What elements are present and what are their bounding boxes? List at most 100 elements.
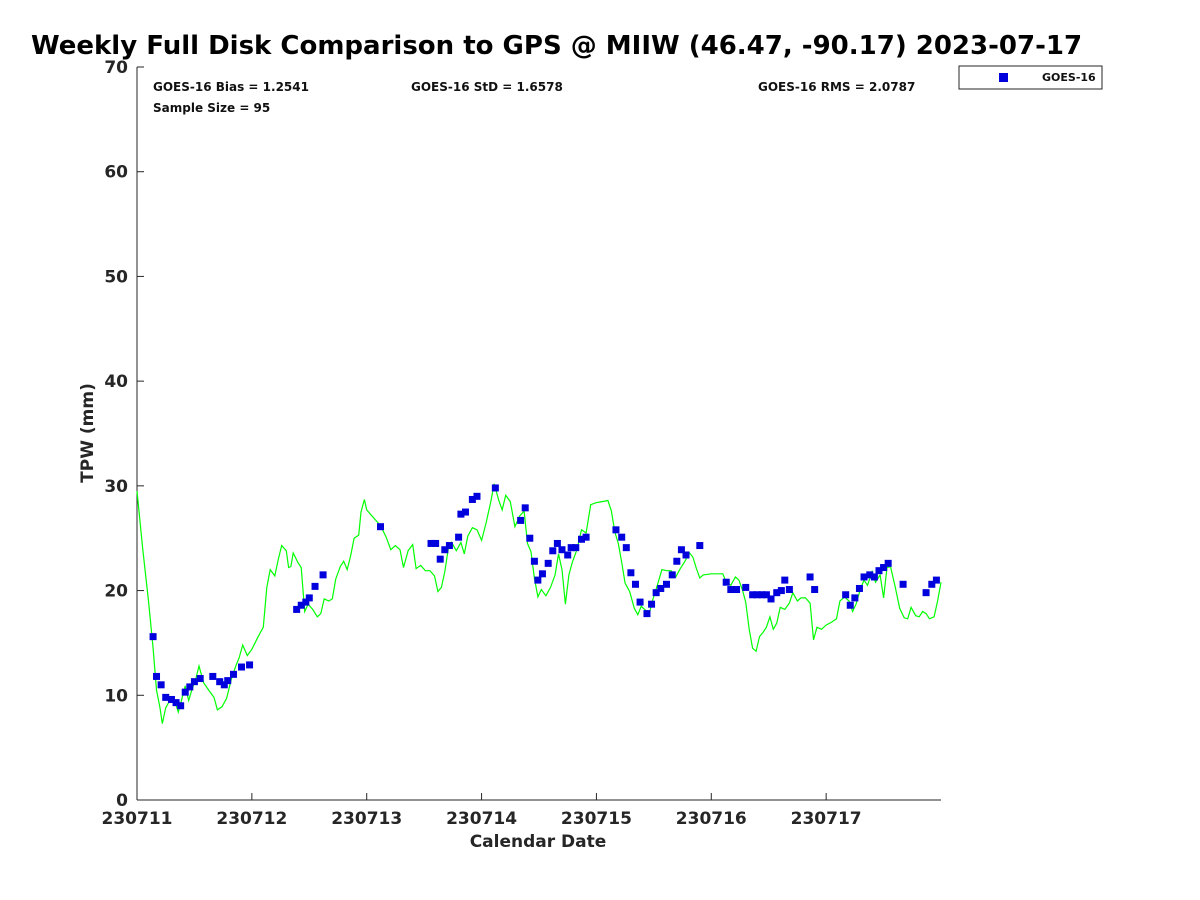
goes16-point <box>880 564 888 572</box>
goes16-point <box>855 584 863 592</box>
goes16-point <box>445 542 453 550</box>
goes16-point <box>582 533 590 541</box>
goes16-point <box>657 584 665 592</box>
legend-marker-goes16 <box>999 73 1008 82</box>
goes16-point <box>553 539 561 547</box>
goes16-point <box>149 633 157 641</box>
y-tick-label: 20 <box>104 582 128 602</box>
y-tick-label: 60 <box>104 163 128 183</box>
goes16-point <box>167 695 175 703</box>
goes16-point <box>302 598 310 606</box>
goes16-point <box>238 663 246 671</box>
goes16-point <box>186 683 194 691</box>
goes16-point <box>652 589 660 597</box>
x-tick-label: 230713 <box>331 809 402 829</box>
goes16-point <box>842 591 850 599</box>
goes16-point <box>457 510 465 518</box>
y-tick-label: 10 <box>104 686 128 706</box>
goes16-point <box>538 570 546 578</box>
goes16-point <box>662 580 670 588</box>
goes16-point <box>577 535 585 543</box>
goes16-point <box>216 678 224 686</box>
goes16-point <box>567 544 575 552</box>
goes16-point <box>558 546 566 554</box>
goes16-point <box>846 601 854 609</box>
goes16-point <box>157 681 165 689</box>
y-axis-ticks: 0 10 20 30 40 50 60 70 <box>104 58 144 811</box>
goes16-point <box>777 587 785 595</box>
goes16-point <box>884 559 892 567</box>
goes16-point <box>860 573 868 581</box>
legend-box <box>958 65 1103 90</box>
chart-title: Weekly Full Disk Comparison to GPS @ MII… <box>31 31 1082 61</box>
goes16-point <box>220 681 228 689</box>
goes16-point <box>229 670 237 678</box>
goes16-point <box>162 693 170 701</box>
goes16-point <box>811 586 819 594</box>
goes16-point <box>696 542 704 550</box>
goes16-point <box>153 672 161 680</box>
goes16-point <box>530 557 538 565</box>
goes16-point <box>627 569 635 577</box>
goes16-point <box>526 534 534 542</box>
goes16-point <box>305 594 313 602</box>
goes16-point <box>866 571 874 579</box>
goes16-point <box>293 605 301 613</box>
goes16-point <box>311 582 319 590</box>
goes16-point <box>733 586 741 594</box>
series-layer <box>136 483 942 724</box>
goes16-point <box>727 586 735 594</box>
goes16-point <box>177 702 185 710</box>
x-tick-label: 230716 <box>676 809 747 829</box>
x-tick-label: 230712 <box>216 809 287 829</box>
goes16-point <box>767 595 775 603</box>
x-tick-label: 230717 <box>791 809 862 829</box>
goes16-point <box>246 661 254 669</box>
goes16-point <box>875 567 883 575</box>
goes16-point <box>549 547 557 555</box>
x-tick-label: 230715 <box>561 809 632 829</box>
std-stat: GOES-16 StD = 1.6578 <box>411 80 563 94</box>
legend: GOES-16 <box>958 65 1103 90</box>
goes16-point <box>773 589 781 597</box>
goes16-point <box>534 576 542 584</box>
goes16-point <box>172 699 180 707</box>
goes16-point <box>722 578 730 586</box>
goes16-point <box>432 539 440 547</box>
goes16-point <box>455 533 463 541</box>
y-tick-label: 40 <box>104 372 128 392</box>
legend-label-goes16: GOES-16 <box>1042 71 1096 84</box>
x-tick-label: 230714 <box>446 809 517 829</box>
goes16-point <box>224 677 232 685</box>
y-axis-label: TPW (mm) <box>78 383 98 483</box>
goes16-point <box>190 678 198 686</box>
rms-stat: GOES-16 RMS = 2.0787 <box>758 80 915 94</box>
goes16-point <box>461 508 469 516</box>
goes16-point <box>517 516 525 524</box>
goes16-point <box>922 589 930 597</box>
y-tick-label: 0 <box>116 791 128 811</box>
goes16-point <box>473 492 481 500</box>
goes16-point <box>753 591 761 599</box>
plot-area: 0 10 20 30 40 50 60 70 230711 230712 230713 230714… <box>102 58 942 829</box>
goes16-point <box>181 688 189 696</box>
goes16-point <box>785 586 793 594</box>
goes16-point <box>682 551 690 559</box>
goes16-point <box>781 576 789 584</box>
goes16-point <box>677 546 685 554</box>
goes16-point <box>668 571 676 579</box>
goes16-point <box>928 580 936 588</box>
bias-stat: GOES-16 Bias = 1.2541 <box>153 80 309 94</box>
goes16-point <box>572 544 580 552</box>
goes16-point <box>762 591 770 599</box>
goes16-point <box>758 591 766 599</box>
goes16-point <box>648 600 656 608</box>
x-tick-label: 230711 <box>102 809 173 829</box>
goes16-point <box>564 551 572 559</box>
goes16-point <box>196 675 204 683</box>
goes16-point <box>319 571 327 579</box>
goes16-point <box>209 672 217 680</box>
goes16-point <box>618 533 626 541</box>
goes16-point <box>612 526 620 534</box>
